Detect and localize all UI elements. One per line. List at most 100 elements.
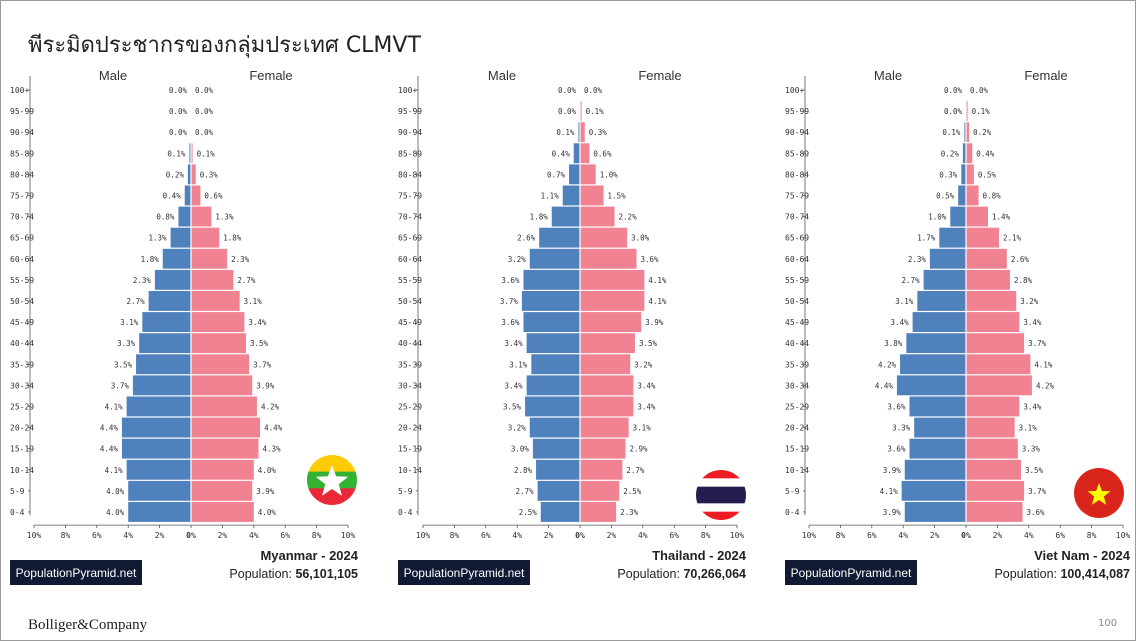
x-tick-label: 6% [867,531,877,540]
male-value-label: 3.4% [891,318,910,327]
female-value-label: 3.1% [633,424,652,433]
male-value-label: 1.0% [928,213,947,222]
age-group-label: 0-4 [398,508,413,517]
male-bar [562,185,580,206]
female-value-label: 3.2% [1020,297,1039,306]
male-value-label: 0.8% [156,213,175,222]
age-group-label: 75-79 [785,191,809,200]
male-value-label: 4.1% [880,487,899,496]
age-group-label: 5-9 [10,487,25,496]
female-value-label: 2.8% [1014,276,1033,285]
female-bar [966,227,999,248]
male-bar [964,122,966,143]
age-group-label: 95-99 [785,107,809,116]
male-bar [521,291,580,311]
male-bar [569,164,580,185]
female-value-label: 1.8% [223,234,242,243]
female-value-label: 2.1% [1003,234,1022,243]
male-bar [901,480,966,501]
male-bar [914,417,966,438]
female-bar [966,101,968,121]
male-value-label: 0.0% [558,107,577,116]
country-label: Thailand - 2024 [652,548,747,563]
male-value-label: 1.8% [530,213,549,222]
myanmar-flag-icon [307,455,357,505]
female-value-label: 4.0% [258,466,277,475]
female-bar [966,248,1007,269]
female-bar [966,291,1017,311]
female-value-label: 1.3% [215,213,234,222]
age-group-label: 35-39 [398,360,422,369]
age-group-label: 70-74 [10,213,34,222]
age-group-label: 75-79 [10,191,34,200]
male-value-label: 3.9% [883,466,902,475]
population-value: 70,266,064 [683,567,746,581]
female-bar [966,333,1025,354]
male-value-label: 2.3% [908,255,927,264]
male-bar [154,269,191,290]
female-value-label: 4.1% [648,297,667,306]
male-value-label: 1.8% [141,255,160,264]
male-value-label: 3.1% [120,318,139,327]
population-text: Population: 100,414,087 [994,567,1130,581]
male-value-label: 3.1% [509,360,528,369]
female-value-label: 2.3% [620,508,639,517]
female-value-label: 0.1% [197,149,216,158]
x-tick-label: 0% [575,531,585,540]
female-bar [191,375,253,396]
x-tick-label: 8% [312,531,322,540]
male-value-label: 0.0% [558,86,577,95]
watermark-box [398,560,530,585]
male-bar [909,438,966,459]
male-value-label: 0.2% [166,170,185,179]
male-bar [904,459,966,480]
female-bar [580,143,590,164]
male-bar [961,164,966,185]
female-bar [966,122,970,143]
age-group-label: 80-84 [785,170,809,179]
female-value-label: 4.4% [264,424,283,433]
male-value-label: 0.5% [936,191,955,200]
male-value-label: 0.0% [169,107,188,116]
male-bar [148,291,191,311]
male-value-label: 4.1% [105,466,124,475]
slide-title: พีระมิดประชากรของกลุ่มประเทศ CLMVT [28,33,421,58]
x-tick-label: 6% [1055,531,1065,540]
x-tick-label: 10% [416,531,431,540]
female-value-label: 0.2% [973,128,992,137]
male-bar [136,354,191,375]
x-tick-label: 8% [450,531,460,540]
female-bar [966,438,1018,459]
female-bar [966,480,1025,501]
female-value-label: 0.3% [589,128,608,137]
x-tick-label: 4% [638,531,648,540]
female-value-label: 0.1% [972,107,991,116]
female-value-label: 0.6% [593,149,612,158]
male-bar [950,206,966,227]
female-header-label: Female [1024,68,1067,83]
age-group-label: 75-79 [398,191,422,200]
male-bar [531,354,580,375]
x-tick-label: 4% [123,531,133,540]
female-value-label: 0.5% [978,170,997,179]
x-tick-label: 2% [218,531,228,540]
female-bar [191,164,196,185]
female-bar [580,269,645,290]
male-value-label: 0.2% [941,149,960,158]
female-value-label: 1.4% [992,213,1011,222]
population-value: 100,414,087 [1060,567,1130,581]
x-tick-label: 2% [155,531,165,540]
male-bar [929,248,966,269]
age-group-label: 70-74 [785,213,809,222]
female-value-label: 3.7% [1028,339,1047,348]
age-group-label: 45-49 [785,318,809,327]
age-group-label: 40-44 [10,339,34,348]
male-bar [958,185,966,206]
female-bar [191,354,250,375]
x-tick-label: 2% [930,531,940,540]
age-group-label: 60-64 [785,255,809,264]
age-group-label: 100+ [785,86,804,95]
x-tick-label: 10% [730,531,745,540]
age-group-label: 50-54 [10,297,34,306]
female-bar [580,480,620,501]
